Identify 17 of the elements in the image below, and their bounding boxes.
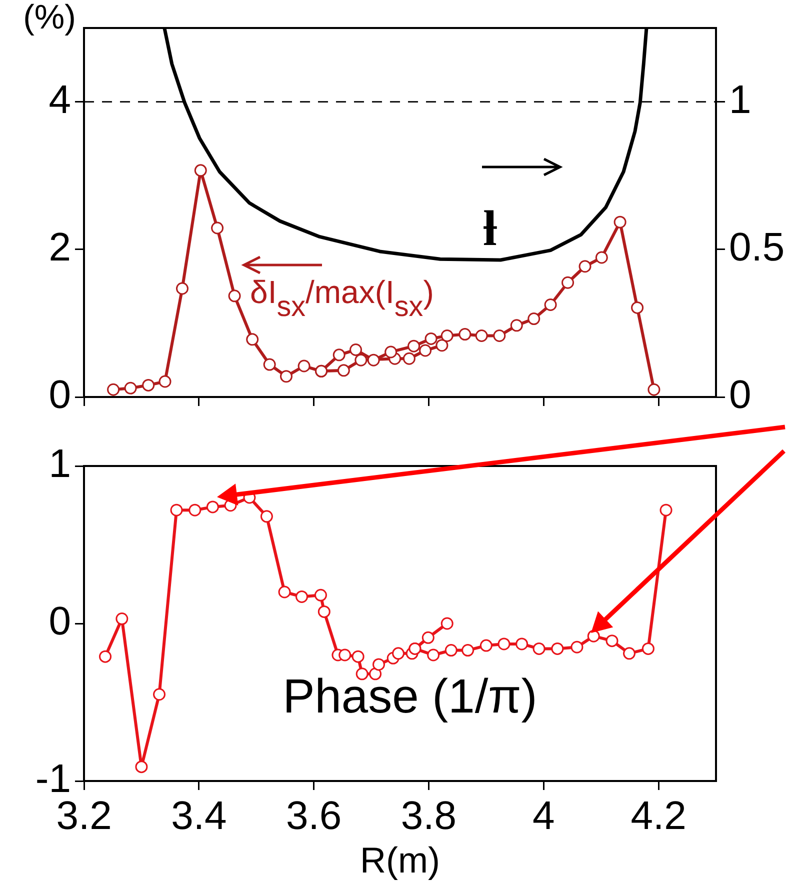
y2-tick-label: 1 [729, 78, 752, 122]
annotation: ƚ [483, 200, 498, 256]
x-tick-label: 4.2 [630, 794, 686, 838]
x-tick-label: 3.6 [286, 794, 342, 838]
y-tick-label: 0 [48, 373, 71, 418]
x-axis-title: R(m) [360, 839, 440, 880]
y-tick-label: 2 [48, 225, 71, 270]
y-tick-label: 1 [48, 442, 71, 486]
y2-tick-label: 0 [729, 373, 752, 418]
y-tick-label: 4 [48, 78, 71, 122]
annotation: Phase (1/π) [282, 670, 538, 724]
y-tick-label: 0 [48, 600, 71, 644]
x-tick-label: 3.8 [400, 794, 457, 838]
x-tick-label: 3.4 [171, 794, 227, 838]
y-axis-title: (%) [23, 0, 76, 36]
y2-tick-label: 0.5 [729, 225, 785, 270]
x-tick-label: 4 [532, 794, 555, 838]
